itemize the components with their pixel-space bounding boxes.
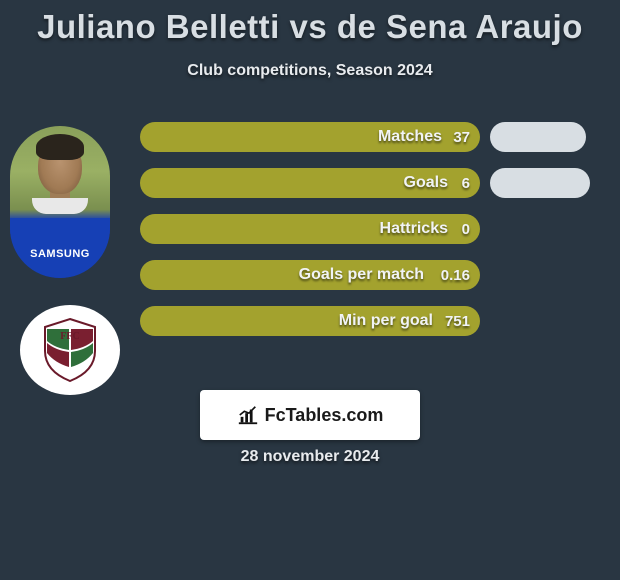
stat-value-left: 751 [445, 313, 470, 330]
date-text: 28 november 2024 [0, 448, 620, 466]
page-subtitle: Club competitions, Season 2024 [0, 62, 620, 80]
stat-value-left: 0 [462, 221, 470, 238]
stat-row: Goals per match 0.16 [140, 260, 600, 290]
stat-bar-left: Goals 6 [140, 168, 480, 198]
svg-text:FFC: FFC [60, 331, 79, 342]
stat-label: Hattricks [380, 220, 448, 238]
club-shield-icon: FFC [41, 317, 99, 383]
stat-row: Goals 6 [140, 168, 600, 198]
stat-bar-left: Matches 37 [140, 122, 480, 152]
stat-label: Min per goal [339, 312, 433, 330]
stat-bar-left: Goals per match 0.16 [140, 260, 480, 290]
club-badge: FFC [20, 305, 120, 395]
stat-row: Min per goal 751 [140, 306, 600, 336]
stat-bar-left: Hattricks 0 [140, 214, 480, 244]
stat-value-left: 6 [462, 175, 470, 192]
stat-bar-right [490, 168, 590, 198]
stat-bar-left: Min per goal 751 [140, 306, 480, 336]
stat-value-left: 0.16 [441, 267, 470, 284]
branding-box: FcTables.com [200, 390, 420, 440]
stat-bar-right [490, 122, 586, 152]
avatar-sponsor-text: SAMSUNG [10, 248, 110, 260]
stat-row: Matches 37 [140, 122, 600, 152]
stat-value-left: 37 [453, 129, 470, 146]
avatar-hair [36, 134, 84, 160]
stats-chart: Matches 37 Goals 6 Hattricks 0 Goals per match… [140, 122, 600, 352]
branding-text: FcTables.com [265, 405, 384, 426]
stat-label: Goals [404, 174, 448, 192]
stat-label: Goals per match [299, 266, 424, 284]
page-title: Juliano Belletti vs de Sena Araujo [0, 0, 620, 46]
branding-logo-icon [237, 404, 259, 426]
stat-row: Hattricks 0 [140, 214, 600, 244]
stat-label: Matches [378, 128, 442, 146]
avatar-collar [32, 198, 88, 214]
player-avatar: SAMSUNG [10, 126, 110, 278]
